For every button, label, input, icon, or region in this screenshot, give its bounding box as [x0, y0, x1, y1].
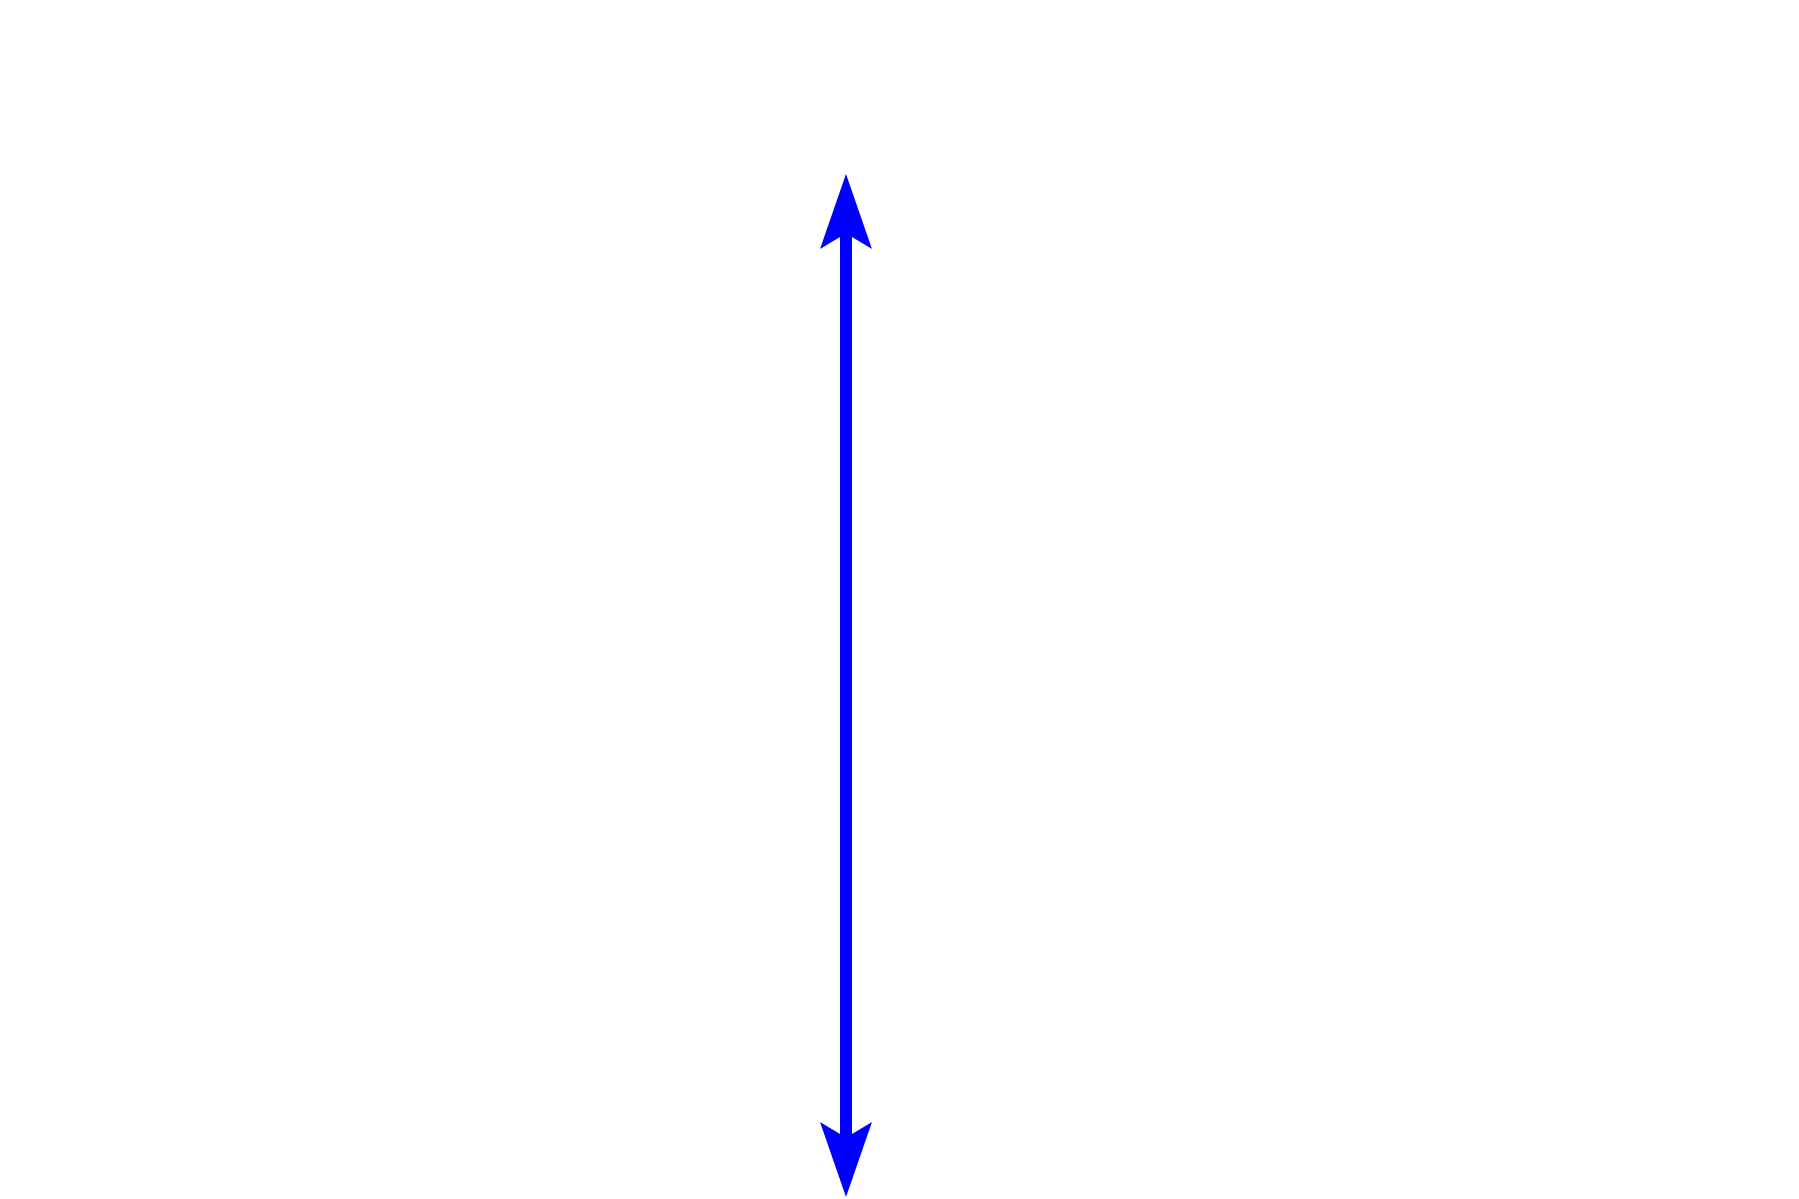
arrow-head-bottom	[820, 1122, 872, 1197]
arrow-head-top	[820, 174, 872, 249]
double-arrow	[820, 174, 872, 1197]
arrow-shaft	[840, 232, 852, 1138]
